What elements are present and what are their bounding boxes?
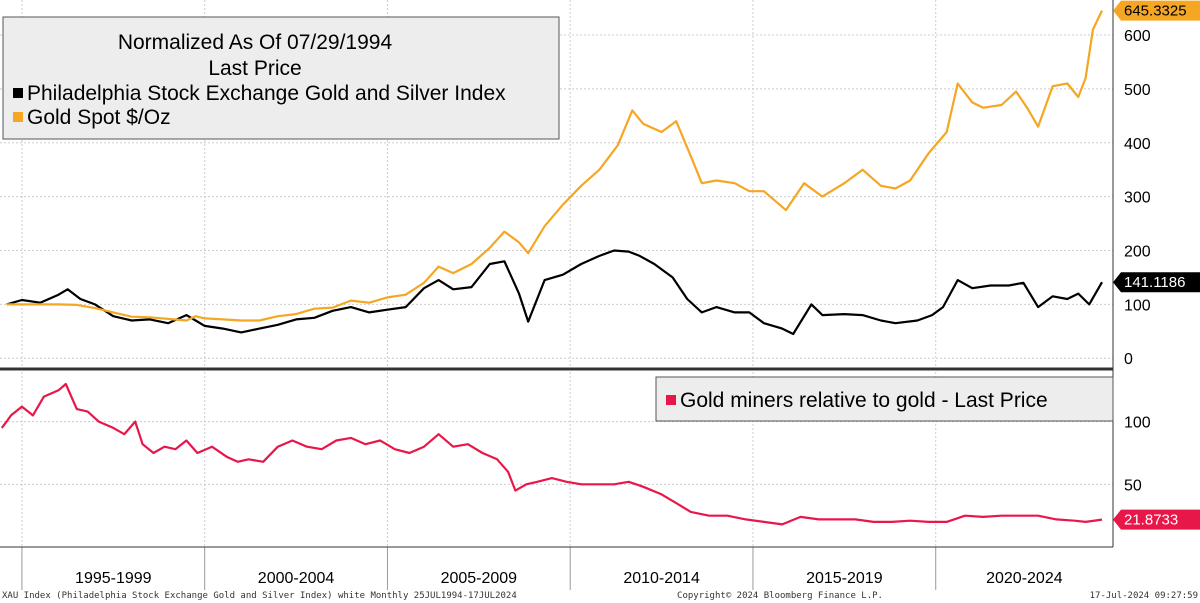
bottom-legend: Gold miners relative to gold - Last Pric… — [655, 376, 1114, 422]
top-y-tick-label: 400 — [1124, 136, 1151, 153]
top-panel-series — [6, 10, 1103, 336]
ratio-last-tag-shape — [1113, 509, 1200, 530]
xau-last-tag-shape — [1113, 272, 1200, 293]
bottom-y-tick-label: 100 — [1124, 415, 1151, 432]
bottom-panel-series — [0, 382, 1103, 526]
bottom-panel-grid — [0, 421, 1113, 485]
legend-label-xau: Philadelphia Stock Exchange Gold and Sil… — [27, 82, 506, 105]
legend-swatch-gold — [13, 112, 23, 122]
footer-copyright: Copyright© 2024 Bloomberg Finance L.P. — [677, 591, 883, 601]
top-y-tick-label: 300 — [1124, 190, 1151, 207]
x-tick-label: 2015-2019 — [806, 570, 883, 587]
top-legend-box — [2, 16, 560, 140]
bottom-y-tick-label: 50 — [1124, 477, 1142, 494]
x-tick-label: 2005-2009 — [441, 570, 518, 587]
top-y-tick-label: 600 — [1124, 28, 1151, 45]
chart-title: Normalized As Of 07/29/1994 — [118, 31, 393, 54]
x-tick-label: 1995-1999 — [75, 570, 152, 587]
top-series-line-1 — [6, 10, 1103, 322]
x-tick-label: 2020-2024 — [986, 570, 1063, 587]
ratio-last-tag-label: 21.8733 — [1124, 512, 1178, 529]
footer-timestamp: 17-Jul-2024 09:27:59 — [1090, 591, 1198, 601]
gold-last-tag-shape — [1113, 0, 1200, 21]
top-y-tick-label: 100 — [1124, 297, 1151, 314]
x-tick-label: 2010-2014 — [623, 570, 700, 587]
legend-label-gold: Gold Spot $/Oz — [27, 106, 171, 129]
footer-source: XAU Index (Philadelphia Stock Exchange G… — [2, 591, 517, 601]
bottom-series-line-0 — [0, 382, 1103, 526]
bottom-y-axis: 50 100 — [1124, 415, 1151, 495]
legend-label-ratio: Gold miners relative to gold - Last Pric… — [680, 389, 1048, 412]
xau-last-tag-label: 141.1186 — [1124, 274, 1185, 291]
legend-swatch-xau — [13, 88, 23, 98]
top-y-tick-label: 0 — [1124, 351, 1133, 368]
last-value-tags: 645.3325 141.1186 21.8733 — [1113, 0, 1200, 530]
top-legend: Normalized As Of 07/29/1994 Last Price P… — [2, 16, 560, 140]
top-y-tick-label: 500 — [1124, 82, 1151, 99]
top-y-tick-label: 200 — [1124, 243, 1151, 260]
x-period-grid — [21, 0, 937, 590]
chart-subtitle: Last Price — [208, 57, 301, 80]
legend-swatch-ratio — [666, 395, 676, 405]
bottom-legend-box — [655, 376, 1114, 422]
top-y-axis: 0 100 200 300 400 500 600 — [1124, 28, 1151, 368]
gold-last-tag-label: 645.3325 — [1124, 3, 1187, 20]
x-axis-labels: 1995-1999 2000-2004 2005-2009 2010-2014 2015… — [75, 570, 1063, 587]
x-tick-label: 2000-2004 — [258, 570, 335, 587]
